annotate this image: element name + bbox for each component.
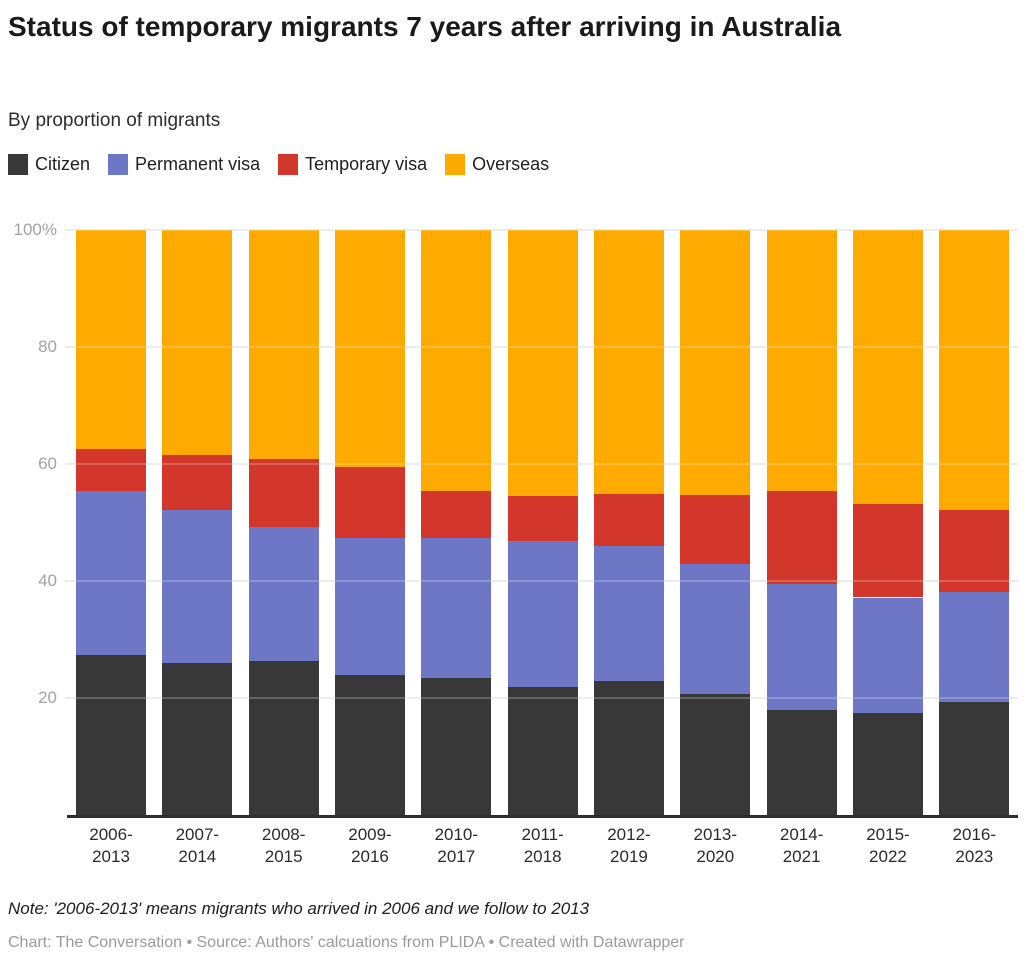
bar-2007-2014 [162, 229, 233, 816]
bar-segment-citizen-2008-2015[interactable] [248, 661, 319, 816]
note-text: Note: '2006-2013' means migrants who arr… [8, 899, 590, 918]
bar-2013-2020 [680, 229, 751, 816]
bar-segment-permanent-visa-2010-2017[interactable] [421, 538, 492, 679]
bar-segment-temporary-visa-2007-2014[interactable] [162, 455, 233, 511]
bar-2016-2023 [939, 229, 1010, 816]
bar-segment-overseas-2006-2013[interactable] [76, 229, 146, 449]
bar-segment-overseas-2016-2023[interactable] [939, 229, 1010, 511]
bar-2006-2013 [76, 229, 146, 816]
x-axis-label-2006-2013: 2006- 2013 [89, 825, 133, 866]
x-axis-label-2008-2015: 2008- 2015 [261, 825, 306, 866]
x-axis-label-2015-2022: 2015- 2022 [866, 825, 910, 866]
bar-segment-citizen-2006-2013[interactable] [76, 654, 146, 816]
bar-segment-citizen-2016-2023[interactable] [939, 702, 1010, 816]
bar-segment-temporary-visa-2014-2021[interactable] [766, 490, 837, 585]
bar-2012-2019 [593, 229, 664, 816]
x-axis-label-2010-2017: 2010- 2017 [434, 825, 479, 866]
legend-label: Overseas [472, 154, 550, 174]
bar-segment-overseas-2013-2020[interactable] [680, 229, 751, 495]
bar-segment-temporary-visa-2013-2020[interactable] [680, 494, 751, 565]
bar-segment-overseas-2015-2022[interactable] [852, 229, 923, 504]
y-axis-label-60: 60 [38, 453, 57, 473]
y-axis-label-80: 80 [38, 336, 57, 356]
bar-segment-temporary-visa-2015-2022[interactable] [852, 503, 923, 598]
x-axis-label-2012-2019: 2012- 2019 [607, 825, 651, 866]
y-axis-label-20: 20 [38, 688, 57, 708]
legend-item-permanent-visa: Permanent visa [108, 154, 260, 175]
bar-2010-2017 [421, 229, 492, 816]
bar-segment-permanent-visa-2013-2020[interactable] [680, 564, 751, 695]
y-axis-label-40: 40 [38, 571, 57, 591]
bar-segment-temporary-visa-2010-2017[interactable] [421, 491, 492, 539]
bar-segment-citizen-2012-2019[interactable] [593, 680, 664, 816]
bar-segment-temporary-visa-2006-2013[interactable] [76, 448, 146, 491]
bar-segment-permanent-visa-2007-2014[interactable] [162, 510, 233, 663]
legend: Citizen Permanent visa Temporary visa Overs… [8, 154, 549, 175]
legend-swatch-permanent-visa [108, 154, 129, 175]
x-axis-line [67, 814, 1018, 818]
bar-segment-citizen-2009-2016[interactable] [334, 674, 405, 816]
legend-item-citizen: Citizen [8, 154, 90, 175]
bar-2015-2022 [852, 229, 923, 816]
credit-text: Chart: The Conversation • Source: Author… [8, 934, 685, 951]
bar-segment-citizen-2011-2018[interactable] [507, 687, 578, 816]
x-axis-label-2011-2018: 2011- 2018 [521, 825, 564, 866]
legend-swatch-overseas [445, 154, 466, 175]
x-axis-label-2013-2020: 2013- 2020 [693, 825, 738, 866]
bar-segment-permanent-visa-2016-2023[interactable] [939, 592, 1010, 703]
bar-segment-temporary-visa-2008-2015[interactable] [248, 458, 319, 528]
gridline-overlay-80 [65, 345, 1018, 348]
bar-segment-permanent-visa-2014-2021[interactable] [766, 584, 837, 710]
bar-segment-permanent-visa-2011-2018[interactable] [507, 541, 578, 688]
bar-2009-2016 [334, 229, 405, 816]
gridline-overlay-20 [65, 697, 1018, 700]
bar-segment-overseas-2014-2021[interactable] [766, 229, 837, 491]
chart-subtitle: By proportion of migrants [8, 110, 221, 131]
bar-segment-permanent-visa-2006-2013[interactable] [76, 490, 146, 655]
legend-item-temporary-visa: Temporary visa [278, 154, 427, 175]
bar-segment-citizen-2013-2020[interactable] [680, 694, 751, 816]
x-axis-label-2009-2016: 2009- 2016 [348, 825, 392, 866]
x-axis-label-2014-2021: 2014- 2021 [779, 825, 824, 866]
gridline-overlay-100 [65, 228, 1018, 231]
bar-segment-overseas-2007-2014[interactable] [162, 229, 233, 456]
bar-segment-temporary-visa-2011-2018[interactable] [507, 496, 578, 542]
chart-title: Status of temporary migrants 7 years aft… [8, 11, 842, 42]
gridline-overlay-40 [65, 580, 1018, 583]
x-axis-label-2016-2023: 2016- 2023 [952, 825, 997, 866]
bar-segment-temporary-visa-2012-2019[interactable] [593, 493, 664, 546]
bar-segment-overseas-2012-2019[interactable] [593, 229, 664, 494]
bar-segment-citizen-2015-2022[interactable] [852, 712, 923, 816]
bar-segment-citizen-2007-2014[interactable] [162, 662, 233, 816]
legend-item-overseas: Overseas [445, 154, 549, 175]
legend-label: Temporary visa [305, 154, 428, 174]
legend-label: Permanent visa [135, 154, 261, 174]
bar-segment-permanent-visa-2012-2019[interactable] [593, 545, 664, 681]
bar-segment-temporary-visa-2016-2023[interactable] [939, 510, 1010, 593]
legend-label: Citizen [35, 154, 91, 174]
legend-swatch-citizen [8, 154, 28, 175]
bar-segment-permanent-visa-2009-2016[interactable] [334, 537, 405, 675]
legend-swatch-temporary-visa [278, 154, 299, 175]
y-axis-label-100: 100% [13, 219, 57, 239]
bar-segment-temporary-visa-2009-2016[interactable] [334, 466, 405, 538]
bar-segment-overseas-2010-2017[interactable] [421, 229, 492, 492]
gridline-overlay-60 [65, 462, 1018, 465]
bar-segment-citizen-2010-2017[interactable] [421, 678, 492, 816]
bar-2014-2021 [766, 229, 837, 816]
bar-2008-2015 [248, 229, 319, 816]
bar-segment-permanent-visa-2015-2022[interactable] [852, 597, 923, 713]
bar-segment-citizen-2014-2021[interactable] [766, 710, 837, 816]
bar-segment-permanent-visa-2008-2015[interactable] [248, 527, 319, 662]
x-axis-label-2007-2014: 2007- 2014 [175, 825, 220, 866]
bar-segment-overseas-2011-2018[interactable] [507, 229, 578, 497]
bar-segment-overseas-2009-2016[interactable] [334, 229, 405, 467]
bar-segment-overseas-2008-2015[interactable] [248, 229, 319, 459]
bar-2011-2018 [507, 229, 578, 816]
